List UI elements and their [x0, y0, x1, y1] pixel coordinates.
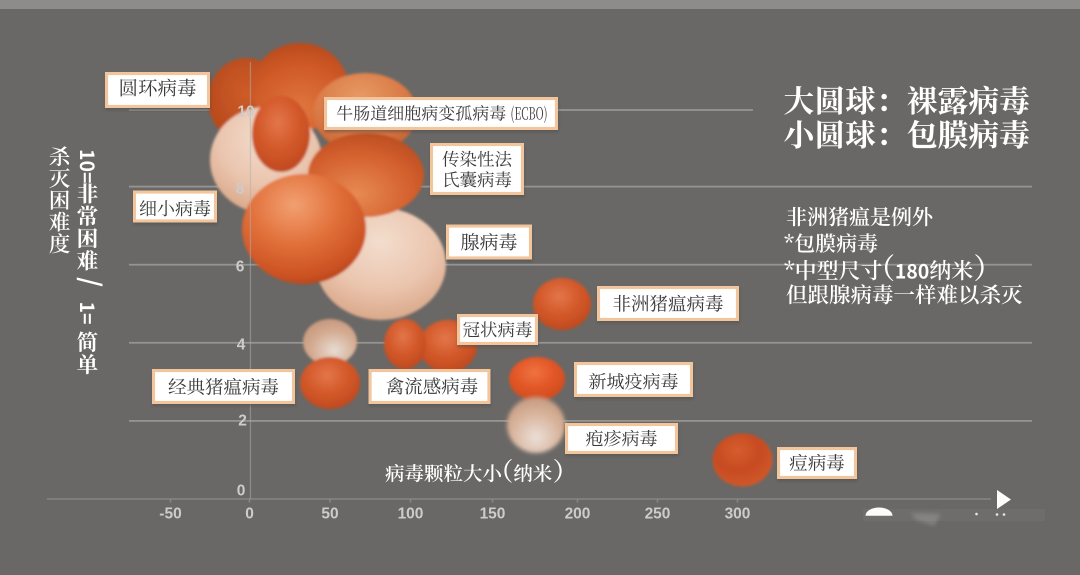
- svg-text:250: 250: [645, 506, 671, 523]
- svg-text:2: 2: [238, 412, 247, 429]
- svg-text:4: 4: [237, 336, 246, 353]
- svg-text:10: 10: [237, 103, 254, 120]
- svg-text:100: 100: [398, 506, 424, 523]
- svg-text:150: 150: [480, 506, 506, 523]
- svg-text:0: 0: [237, 482, 246, 499]
- svg-text:-50: -50: [159, 506, 181, 523]
- svg-text:300: 300: [725, 506, 751, 523]
- svg-text:6: 6: [236, 258, 245, 275]
- svg-text:200: 200: [565, 506, 591, 523]
- svg-text:50: 50: [321, 506, 338, 523]
- svg-text:8: 8: [236, 180, 245, 197]
- svg-text:0: 0: [245, 506, 254, 523]
